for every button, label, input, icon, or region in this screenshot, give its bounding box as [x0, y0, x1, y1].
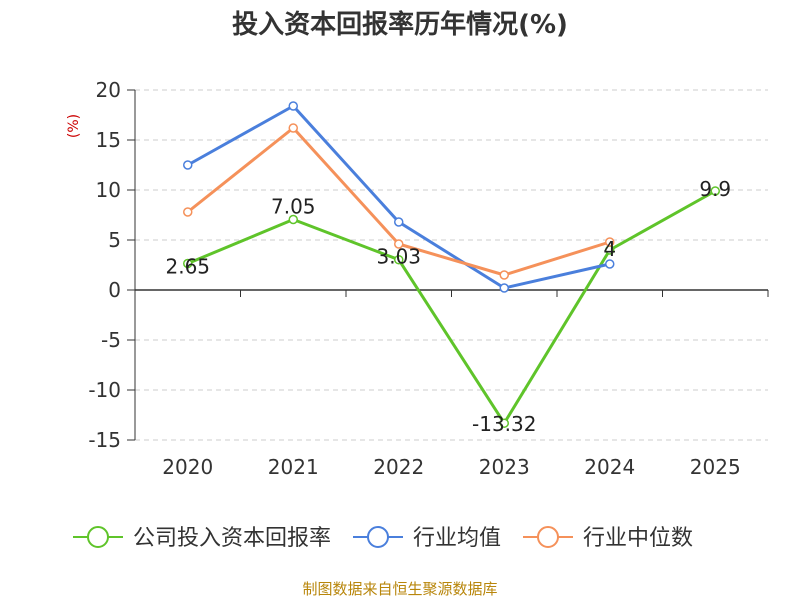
y-tick-label: -10 — [88, 378, 121, 402]
x-tick-label: 2020 — [162, 455, 213, 479]
legend-label: 公司投入资本回报率 — [133, 526, 331, 551]
data-point — [605, 237, 615, 247]
data-point — [183, 160, 193, 170]
data-point — [394, 217, 404, 227]
data-point — [288, 123, 298, 133]
x-tick-label: 2024 — [584, 455, 635, 479]
axis-layer: 20 15 10 5 0 -5 -10 -15 (%) 2020 2021 2022 2023 2024 2… — [66, 78, 769, 479]
data-point — [605, 259, 615, 269]
data-label: 7.05 — [271, 195, 316, 219]
data-point — [183, 207, 193, 217]
legend-label: 行业中位数 — [583, 526, 693, 551]
x-tick-label: 2025 — [690, 455, 741, 479]
data-point — [288, 101, 298, 111]
legend-label: 行业均值 — [413, 526, 501, 551]
data-point — [394, 239, 404, 249]
data-point — [710, 186, 720, 196]
y-tick-label: 15 — [96, 128, 121, 152]
data-point — [183, 258, 193, 269]
y-tick-label: -15 — [88, 428, 121, 452]
series-line — [187, 189, 716, 425]
y-tick-label: 20 — [96, 78, 121, 102]
data-point — [499, 270, 509, 280]
data-point — [288, 214, 298, 225]
y-axis-label: (%) — [66, 114, 82, 138]
x-tick-label: 2022 — [373, 455, 424, 479]
data-label: 4 — [603, 237, 616, 261]
y-tick-label: 5 — [108, 228, 121, 252]
data-point — [394, 254, 404, 265]
x-tick-label: 2023 — [479, 455, 530, 479]
y-tick-label: 0 — [108, 278, 121, 302]
data-label: -13.32 — [472, 412, 536, 436]
chart-title: 投入资本回报率历年情况(%) — [232, 10, 568, 40]
data-label: 3.03 — [376, 245, 421, 269]
data-label-layer: 2.65 7.05 3.03 -13.32 4 9.9 — [165, 177, 731, 436]
data-point — [499, 418, 509, 428]
series-layer — [183, 101, 720, 428]
legend: 公司投入资本回报率 行业均值 行业中位数 — [73, 526, 693, 551]
legend-marker — [367, 526, 389, 548]
legend-marker — [87, 526, 109, 548]
y-tick-label: 10 — [96, 178, 121, 202]
data-label: 2.65 — [165, 255, 210, 279]
x-tick-label: 2021 — [268, 455, 319, 479]
data-label: 9.9 — [699, 177, 731, 201]
source-note: 制图数据来自恒生聚源数据库 — [302, 580, 498, 598]
y-tick-label: -5 — [101, 328, 121, 352]
legend-marker — [537, 526, 559, 548]
data-point — [499, 283, 509, 293]
